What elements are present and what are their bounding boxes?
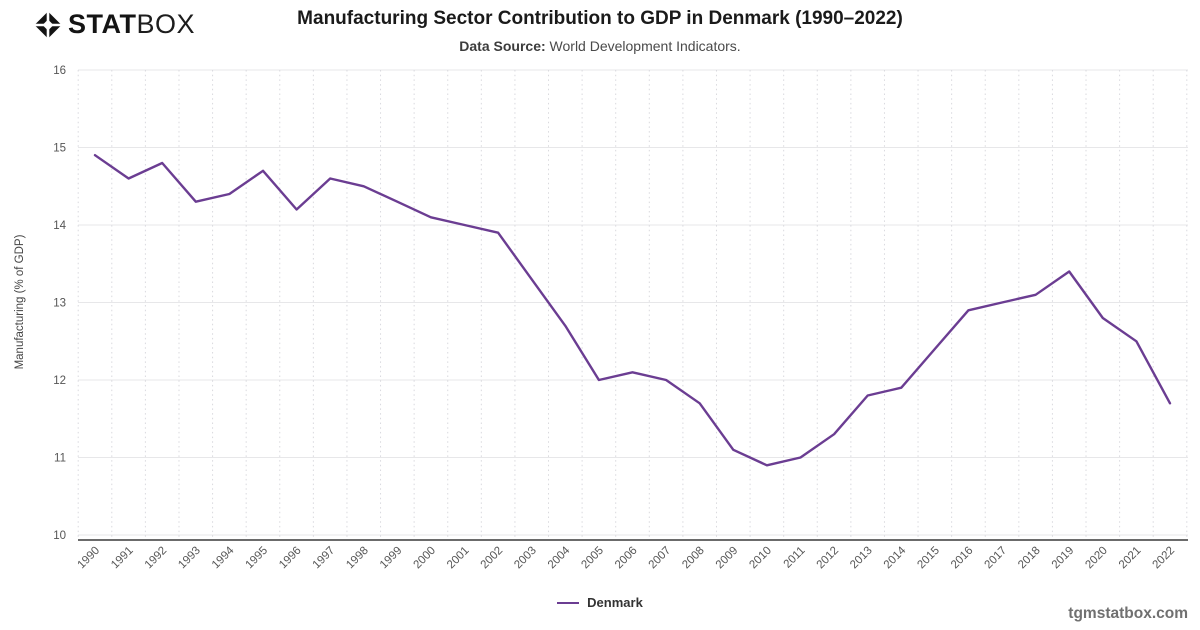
y-tick-label: 10 [53,530,66,542]
x-tick-label: 1992 [143,545,170,572]
y-tick-label: 15 [53,143,66,155]
x-tick-label: 1995 [244,545,271,572]
x-tick-label: 1993 [176,545,203,572]
x-tick-label: 1997 [311,545,338,572]
x-tick-label: 2015 [915,545,942,572]
logo-stat: STAT [68,9,137,39]
logo-box: BOX [136,9,196,39]
x-tick-label: 2007 [647,545,674,572]
x-tick-label: 1994 [210,544,237,571]
statbox-diamond-icon [34,10,62,39]
x-tick-label: 2000 [411,545,438,572]
x-tick-label: 2020 [1083,545,1110,572]
x-tick-label: 2010 [747,545,774,572]
data-source-label: Data Source: [459,38,546,54]
x-tick-label: 2011 [782,545,808,571]
chart-subtitle: Data Source: World Development Indicator… [0,38,1200,54]
legend-line-swatch [557,601,580,604]
chart-title: Manufacturing Sector Contribution to GDP… [297,8,903,29]
x-tick-label: 2016 [949,545,976,572]
x-tick-label: 1991 [109,545,136,572]
y-tick-label: 14 [53,220,66,232]
x-tick-label: 2022 [1151,545,1178,572]
x-tick-label: 2013 [848,545,875,572]
x-tick-label: 2012 [815,545,842,572]
x-tick-label: 2003 [512,545,539,572]
y-tick-label: 16 [53,65,66,77]
x-tick-label: 2002 [479,545,506,572]
x-tick-label: 1999 [378,545,405,572]
watermark: tgmstatbox.com [1068,605,1188,622]
y-tick-label: 12 [53,375,66,387]
x-tick-label: 2009 [714,545,741,572]
x-tick-label: 2008 [680,545,707,572]
statbox-logo-text: STATBOX [68,9,195,40]
legend-label-denmark: Denmark [587,595,643,610]
x-tick-label: 2006 [613,545,640,572]
statbox-logo: STATBOX [34,9,195,40]
x-tick-label: 2004 [546,544,573,571]
x-tick-label: 2017 [983,545,1010,572]
y-tick-label: 13 [53,298,66,310]
x-tick-label: 2001 [445,545,472,572]
x-tick-label: 2018 [1016,545,1043,572]
x-tick-label: 1996 [277,545,304,572]
x-tick-label: 1998 [344,545,371,572]
x-tick-label: 2014 [882,544,909,571]
x-tick-label: 2005 [579,545,606,572]
x-tick-label: 1990 [76,545,103,572]
y-tick-label: 11 [54,453,66,465]
chart-legend: Denmark [0,595,1200,610]
x-tick-label: 2021 [1117,545,1144,572]
series-line-denmark [93,153,1172,467]
x-tick-label: 2019 [1050,545,1077,572]
data-source-value: World Development Indicators. [549,38,741,54]
